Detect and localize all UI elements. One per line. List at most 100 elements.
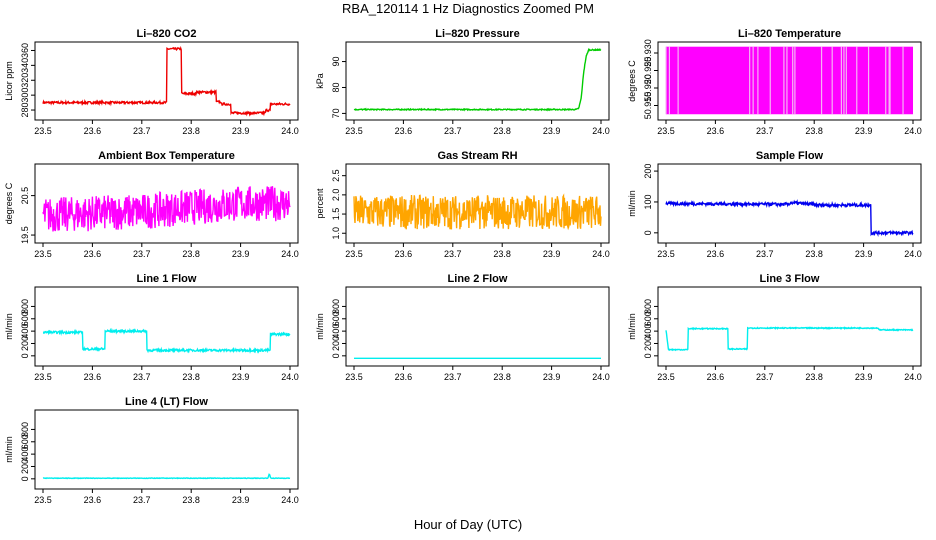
plot-frame (34, 163, 299, 244)
x-tick-label: 24.0 (281, 372, 299, 382)
data-series (42, 186, 291, 232)
y-tick-label: 50.920 (643, 74, 653, 102)
panel-4: Ambient Box Temperature degrees C 19.5 20.5… (4, 150, 299, 259)
y-tick-label: 800 (20, 422, 30, 437)
x-tick-label: 23.8 (182, 126, 200, 136)
panel-title: Li–820 Temperature (738, 28, 841, 40)
panel-6: Sample Flow ml/min 0 100 200 23.5 23.6 23.7 23.8… (627, 150, 922, 259)
x-tick-label: 23.7 (756, 249, 774, 259)
data-series (353, 47, 602, 112)
x-tick-label: 23.9 (232, 126, 250, 136)
y-tick-label: 200 (643, 164, 653, 179)
plot-frame (34, 286, 299, 367)
x-tick-label: 23.6 (707, 126, 725, 136)
y-axis-label: kPa (315, 73, 325, 89)
x-tick-label: 23.7 (756, 126, 774, 136)
y-tick-label: 400 (20, 324, 30, 339)
x-tick-label: 23.6 (84, 249, 102, 259)
x-tick-label: 23.5 (34, 249, 52, 259)
y-tick-label: 0 (643, 230, 653, 235)
plot-frame (345, 163, 610, 244)
x-tick-label: 23.6 (395, 249, 413, 259)
data-band (666, 46, 913, 115)
panel-title: Line 3 Flow (760, 273, 820, 285)
y-tick-label: 280 (20, 103, 30, 118)
y-tick-label: 200 (643, 336, 653, 351)
y-tick-label: 1.0 (331, 227, 341, 240)
x-tick-label: 23.8 (493, 372, 511, 382)
x-tick-label: 23.8 (182, 495, 200, 505)
plot-frame (345, 41, 610, 121)
x-tick-label: 23.5 (34, 495, 52, 505)
y-tick-label: 600 (643, 311, 653, 326)
x-tick-label: 23.6 (395, 372, 413, 382)
x-tick-label: 24.0 (592, 249, 610, 259)
plot-frame (34, 41, 299, 121)
x-tick-label: 23.7 (133, 126, 151, 136)
y-tick-label: 360 (20, 43, 30, 58)
x-tick-label: 23.5 (345, 249, 363, 259)
panel-2: Li–820 Pressure kPa 70 80 90 23.5 23.6 23.7 23.8… (315, 28, 610, 136)
panel-title: Ambient Box Temperature (98, 150, 235, 162)
page-title: RBA_120114 1 Hz Diagnostics Zoomed PM (342, 1, 594, 16)
plot-frame (345, 286, 610, 367)
y-tick-label: 200 (20, 459, 30, 474)
x-tick-label: 23.9 (543, 126, 561, 136)
y-tick-label: 300 (20, 88, 30, 103)
x-tick-label: 23.9 (855, 126, 873, 136)
x-tick-label: 23.9 (543, 372, 561, 382)
y-tick-label: 2.5 (331, 169, 341, 182)
x-tick-label: 24.0 (904, 249, 922, 259)
y-tick-label: 0 (20, 353, 30, 358)
y-tick-label: 70 (331, 108, 341, 118)
y-axis-label: ml/min (627, 313, 637, 340)
x-tick-label: 23.6 (84, 372, 102, 382)
y-tick-label: 400 (20, 447, 30, 462)
x-tick-label: 23.6 (707, 372, 725, 382)
y-tick-label: 600 (20, 434, 30, 449)
x-tick-label: 24.0 (281, 495, 299, 505)
x-tick-label: 24.0 (281, 249, 299, 259)
x-tick-label: 24.0 (904, 126, 922, 136)
panel-title: Gas Stream RH (437, 150, 517, 162)
x-tick-label: 23.5 (345, 126, 363, 136)
y-tick-label: 800 (643, 299, 653, 314)
y-tick-label: 1.5 (331, 208, 341, 221)
x-tick-label: 23.6 (84, 495, 102, 505)
plot-frame (657, 163, 922, 244)
x-tick-label: 23.9 (855, 372, 873, 382)
y-tick-label: 20.5 (20, 187, 30, 205)
data-series (42, 473, 291, 480)
x-tick-label: 23.5 (345, 372, 363, 382)
x-tick-label: 23.9 (855, 249, 873, 259)
y-axis-label: ml/min (315, 313, 325, 340)
data-series (665, 199, 914, 238)
data-series (42, 327, 291, 354)
x-tick-label: 23.8 (182, 249, 200, 259)
x-tick-label: 23.6 (84, 126, 102, 136)
y-tick-label: 340 (20, 58, 30, 73)
y-axis-label: degrees C (4, 182, 14, 224)
x-tick-label: 23.5 (657, 372, 675, 382)
data-series (353, 193, 602, 231)
y-tick-label: 600 (331, 311, 341, 326)
y-axis-label: Licor ppm (4, 61, 14, 101)
x-tick-label: 23.5 (34, 126, 52, 136)
data-series (665, 326, 914, 352)
data-series (42, 45, 291, 117)
x-tick-label: 23.8 (805, 126, 823, 136)
x-tick-label: 23.8 (493, 126, 511, 136)
x-tick-label: 23.7 (756, 372, 774, 382)
panel-title: Line 2 Flow (448, 273, 508, 285)
y-axis-label: ml/min (4, 313, 14, 340)
x-tick-label: 23.9 (232, 249, 250, 259)
x-tick-label: 23.8 (493, 249, 511, 259)
y-tick-label: 600 (20, 311, 30, 326)
y-tick-label: 0 (643, 353, 653, 358)
x-tick-label: 24.0 (592, 372, 610, 382)
y-tick-label: 400 (331, 324, 341, 339)
